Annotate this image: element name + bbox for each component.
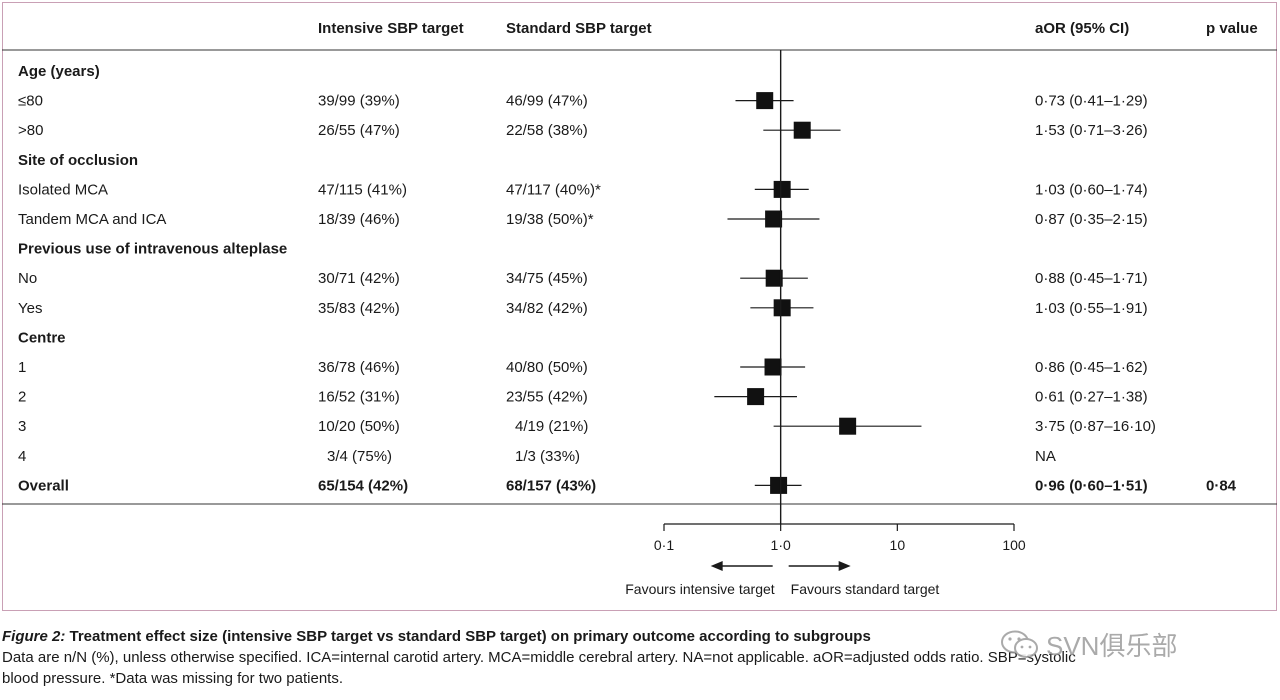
- header-intensive: Intensive SBP target: [318, 20, 464, 37]
- figure-caption: Figure 2: Treatment effect size (intensi…: [2, 626, 1272, 689]
- table-rows: Age (years) ≤80 39/99 (39%) 46/99 (47%) 0·73…: [18, 63, 1237, 494]
- intensive-count: 16/52 (31%): [318, 389, 400, 406]
- aor-value: 0·88 (0·45–1·71): [1035, 270, 1148, 287]
- subgroup-label: No: [18, 270, 37, 287]
- figure-frame: [2, 2, 1277, 611]
- subgroup-label: 3: [18, 418, 26, 435]
- subgroup-label: Tandem MCA and ICA: [18, 211, 166, 228]
- plot-area: 0·1 1·0 10 100 Favours intensive target Favou…: [625, 50, 1026, 597]
- x-tick-label: 0·1: [654, 537, 674, 553]
- header-pvalue: p value: [1206, 20, 1258, 37]
- favours-left-arrowhead: [710, 561, 723, 571]
- standard-count: 34/82 (42%): [506, 300, 588, 317]
- caption-line-1: Data are n/N (%), unless otherwise speci…: [2, 649, 1076, 666]
- aor-value: 3·75 (0·87–16·10): [1035, 418, 1156, 435]
- subgroup-label: 2: [18, 389, 26, 406]
- estimate-square: [764, 358, 782, 376]
- caption-title: Treatment effect size (intensive SBP tar…: [65, 628, 871, 645]
- aor-value: 0·73 (0·41–1·29): [1035, 93, 1148, 110]
- standard-count: 22/58 (38%): [506, 122, 588, 139]
- intensive-count: 47/115 (41%): [318, 181, 407, 198]
- favours-intensive-label: Favours intensive target: [625, 581, 775, 597]
- overall-label: Overall: [18, 477, 69, 494]
- estimate-square: [773, 180, 791, 198]
- aor-value: 0·86 (0·45–1·62): [1035, 359, 1148, 376]
- intensive-count: 18/39 (46%): [318, 211, 400, 228]
- watermark: SVN俱乐部: [1000, 626, 1177, 663]
- aor-value: 0·61 (0·27–1·38): [1035, 389, 1148, 406]
- subgroup-label: 1: [18, 359, 26, 376]
- standard-count: 46/99 (47%): [506, 93, 588, 110]
- caption-line-2: blood pressure. *Data was missing for tw…: [2, 670, 343, 687]
- intensive-count: 36/78 (46%): [318, 359, 400, 376]
- standard-count: 68/157 (43%): [506, 477, 596, 494]
- subgroup-label: Isolated MCA: [18, 181, 108, 198]
- subgroup-label: ≤80: [18, 93, 43, 110]
- intensive-count: 39/99 (39%): [318, 93, 400, 110]
- x-tick-label: 10: [890, 537, 906, 553]
- aor-value: 1·03 (0·60–1·74): [1035, 181, 1148, 198]
- column-headers: Intensive SBP target Standard SBP target…: [318, 20, 1258, 37]
- favours-right-arrowhead: [838, 561, 851, 571]
- aor-value: 0·96 (0·60–1·51): [1035, 477, 1148, 494]
- watermark-text: SVN俱乐部: [1046, 631, 1178, 661]
- x-tick-label: 100: [1002, 537, 1026, 553]
- standard-count: 1/3 (33%): [515, 448, 580, 465]
- wechat-icon: [1001, 630, 1038, 658]
- intensive-count: 26/55 (47%): [318, 122, 400, 139]
- standard-count: 40/80 (50%): [506, 359, 588, 376]
- aor-value: 0·87 (0·35–2·15): [1035, 211, 1148, 228]
- standard-count: 34/75 (45%): [506, 270, 588, 287]
- caption-figure-label: Figure 2:: [2, 628, 66, 645]
- standard-count: 4/19 (21%): [515, 418, 588, 435]
- intensive-count: 30/71 (42%): [318, 270, 400, 287]
- estimate-square: [765, 269, 783, 287]
- subgroup-heading: Age (years): [18, 63, 100, 80]
- intensive-count: 10/20 (50%): [318, 418, 400, 435]
- x-tick-label: 1·0: [771, 537, 791, 553]
- subgroup-label: 4: [18, 448, 26, 465]
- subgroup-label: >80: [18, 122, 43, 139]
- favours-standard-label: Favours standard target: [791, 581, 940, 597]
- standard-count: 23/55 (42%): [506, 389, 588, 406]
- caption-title-line: Figure 2: Treatment effect size (intensi…: [2, 626, 1272, 647]
- header-aor: aOR (95% CI): [1035, 20, 1129, 37]
- estimate-square: [770, 476, 788, 494]
- estimate-square: [793, 121, 811, 139]
- subgroup-heading: Previous use of intravenous alteplase: [18, 241, 287, 258]
- estimate-square: [747, 388, 765, 406]
- aor-value: 1·53 (0·71–3·26): [1035, 122, 1148, 139]
- intensive-count: 3/4 (75%): [327, 448, 392, 465]
- subgroup-label: Yes: [18, 300, 42, 317]
- subgroup-heading: Centre: [18, 329, 66, 346]
- estimate-square: [773, 299, 791, 317]
- header-standard: Standard SBP target: [506, 20, 652, 37]
- aor-value: NA: [1035, 448, 1056, 465]
- intensive-count: 65/154 (42%): [318, 477, 408, 494]
- standard-count: 47/117 (40%)*: [506, 181, 601, 198]
- subgroup-heading: Site of occlusion: [18, 152, 138, 169]
- estimate-square: [756, 92, 774, 110]
- p-value: 0·84: [1206, 477, 1237, 494]
- standard-count: 19/38 (50%)*: [506, 211, 594, 228]
- intensive-count: 35/83 (42%): [318, 300, 400, 317]
- estimate-square: [839, 417, 857, 435]
- aor-value: 1·03 (0·55–1·91): [1035, 300, 1148, 317]
- forest-plot: Intensive SBP target Standard SBP target…: [2, 20, 1277, 597]
- estimate-square: [765, 210, 783, 228]
